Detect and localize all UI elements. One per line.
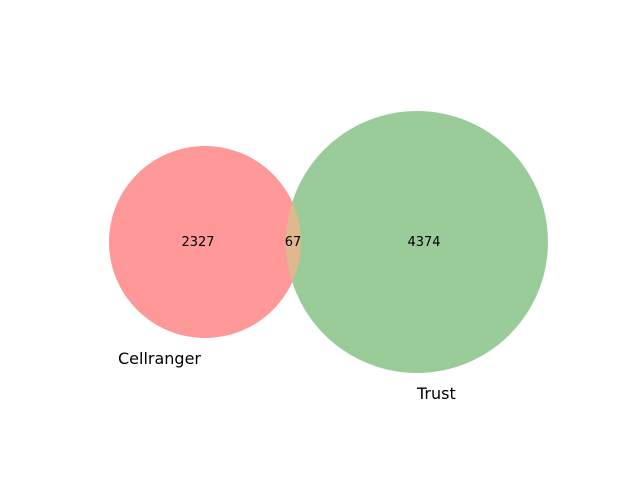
set-circle-cellranger bbox=[109, 146, 301, 338]
count-trust-only: 4374 bbox=[407, 235, 440, 250]
set-label-trust: Trust bbox=[416, 384, 456, 403]
set-circle-trust bbox=[286, 111, 548, 373]
set-label-cellranger: Cellranger bbox=[118, 349, 201, 368]
count-intersection: 67 bbox=[285, 235, 302, 250]
count-cellranger-only: 2327 bbox=[181, 235, 214, 250]
